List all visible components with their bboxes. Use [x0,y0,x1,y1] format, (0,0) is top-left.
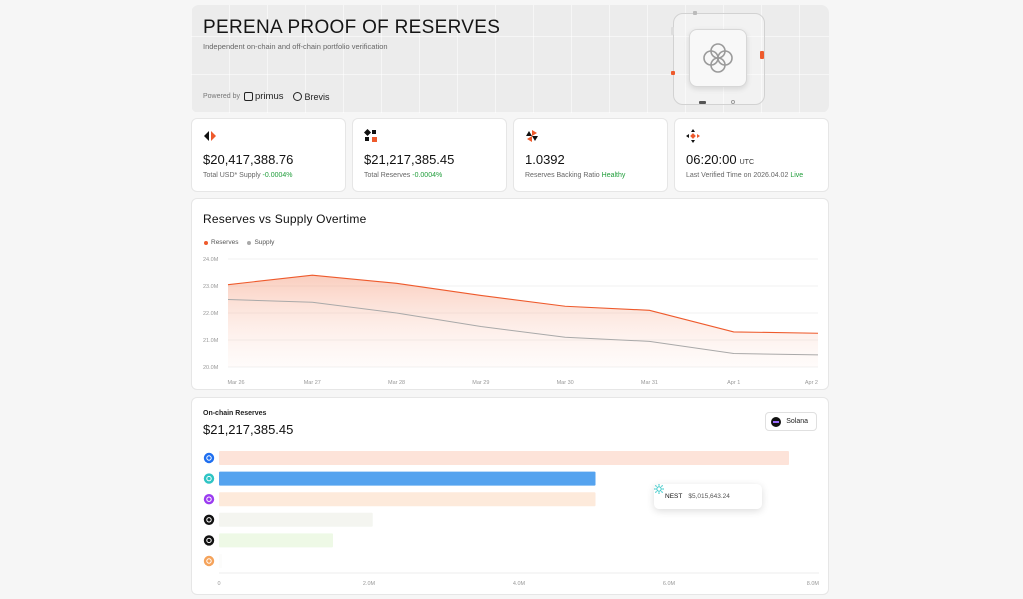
stat-label: Total Reserves -0.0004% [364,172,443,179]
ratio-pinwheel-icon [526,130,538,142]
chain-selector-label: Solana [786,418,808,425]
supply-line[interactable] [227,299,819,356]
stats-row: $20,417,388.76 Total USD* Supply -0.0004… [191,118,829,192]
stat-label: Last Verified Time on 2026.04.02 Live [686,172,804,179]
asset-token-icon-inner [206,455,212,461]
tooltip-asset-name: NEST [665,493,683,500]
asset-token-icon [203,452,215,464]
stat-value: 1.0392 [525,152,565,167]
tooltip-asset-value: $5,015,643.24 [688,493,730,500]
chain-selector-button[interactable]: Solana [765,412,817,431]
x-tick-label: Apr 2 [805,380,818,386]
stat-backing-ratio: 1.0392 Reserves Backing Ratio Healthy [513,118,668,192]
asset-token-icon-inner [206,496,212,502]
y-tick-label: 23.0M [203,284,219,290]
page-container: PERENA PROOF OF RESERVES Independent on-… [191,5,829,595]
asset-token-icon-inner [206,558,212,564]
reserve-bar[interactable] [219,451,789,465]
reserves-blocks-icon [364,129,377,142]
onchain-total-value: $21,217,385.45 [203,422,294,437]
stat-label: Total USD* Supply -0.0004% [203,172,293,179]
onchain-title: On-chain Reserves [203,410,267,417]
x-tick-label: Mar 31 [641,380,658,386]
clock-diamond-icon [686,129,700,143]
x-tick-label: Mar 29 [472,380,489,386]
stat-value: $20,417,388.76 [203,152,294,167]
stat-value: $21,217,385.45 [364,152,455,167]
y-tick-label: 21.0M [203,338,219,344]
y-tick-label: 20.0M [203,365,219,371]
brevis-logo[interactable]: Brevis [293,91,330,102]
asset-token-icon [203,555,215,567]
hero-emblem [671,11,765,105]
stat-status-badge: Healthy [601,172,626,179]
chart-legend: Reserves Supply [204,239,274,246]
stat-total-supply: $20,417,388.76 Total USD* Supply -0.0004… [191,118,346,192]
powered-by: Powered by primus Brevis [203,91,330,102]
onchain-bar-chart[interactable]: 0 2.0M 4.0M 6.0M 8.0M [192,398,830,596]
onchain-reserves-card: On-chain Reserves $21,217,385.45 Solana … [191,397,829,595]
x-tick-label: Mar 30 [557,380,574,386]
perena-logo-icon [703,43,733,73]
reserves-line[interactable] [227,274,819,334]
brevis-label: Brevis [304,91,330,102]
stat-change-badge: -0.0004% [412,172,443,179]
x-tick-label: 8.0M [807,581,820,587]
y-tick-label: 24.0M [203,257,219,263]
nest-sun-icon [654,484,664,494]
stat-change-badge: -0.0004% [262,172,293,179]
asset-token-icon [203,494,215,505]
reserve-bar[interactable] [219,471,596,486]
reserve-bar[interactable] [219,492,596,507]
stat-unit: UTC [739,159,754,166]
page-subtitle: Independent on-chain and off-chain portf… [203,42,388,51]
bar-tooltip: NEST $5,015,643.24 [654,484,762,509]
stat-live-badge: Live [790,172,804,179]
reserve-bar[interactable] [219,533,333,548]
asset-token-icon [203,535,215,546]
hero-banner: PERENA PROOF OF RESERVES Independent on-… [191,5,829,113]
x-tick-label: 2.0M [363,581,376,587]
solana-icon [771,416,782,427]
primus-label: primus [254,91,284,102]
powered-by-label: Powered by [203,93,240,100]
legend-supply[interactable]: Supply [247,239,274,246]
stat-label: Reserves Backing Ratio Healthy [525,172,626,179]
y-tick-label: 22.0M [203,311,219,317]
x-tick-label: Mar 27 [304,380,321,386]
reserves-supply-chart[interactable]: 24.0M 23.0M 22.0M 21.0M 20.0M Mar 26 Mar 27 Ma… [192,199,830,391]
x-tick-label: Apr 1 [727,380,740,386]
x-tick-label: 6.0M [663,581,676,587]
perena-logo-tile [689,29,747,87]
x-tick-label: 0 [217,581,220,587]
swap-arrows-icon [204,131,216,141]
x-tick-label: Mar 26 [227,380,244,386]
x-tick-label: Mar 28 [388,380,405,386]
primus-logo[interactable]: primus [243,91,284,102]
reserve-bar[interactable] [219,512,373,527]
stat-value: 06:20:00 UTC [686,152,754,167]
asset-token-icon [203,514,215,525]
asset-token-icon-inner [206,475,212,482]
x-tick-label: 4.0M [513,581,526,587]
brevis-icon [293,92,303,101]
chart-title: Reserves vs Supply Overtime [203,212,367,226]
page-title: PERENA PROOF OF RESERVES [203,17,501,38]
stat-last-verified: 06:20:00 UTC Last Verified Time on 2026.0… [674,118,829,192]
primus-icon [243,92,253,101]
asset-token-icon [203,473,215,484]
legend-reserves[interactable]: Reserves [204,239,238,246]
asset-token-icon-inner [206,537,212,544]
reserve-bar[interactable] [219,554,222,568]
reserves-supply-chart-card: Reserves vs Supply Overtime Reserves Sup… [191,198,829,390]
asset-token-icon-inner [206,517,212,523]
stat-total-reserves: $21,217,385.45 Total Reserves -0.0004% [352,118,507,192]
